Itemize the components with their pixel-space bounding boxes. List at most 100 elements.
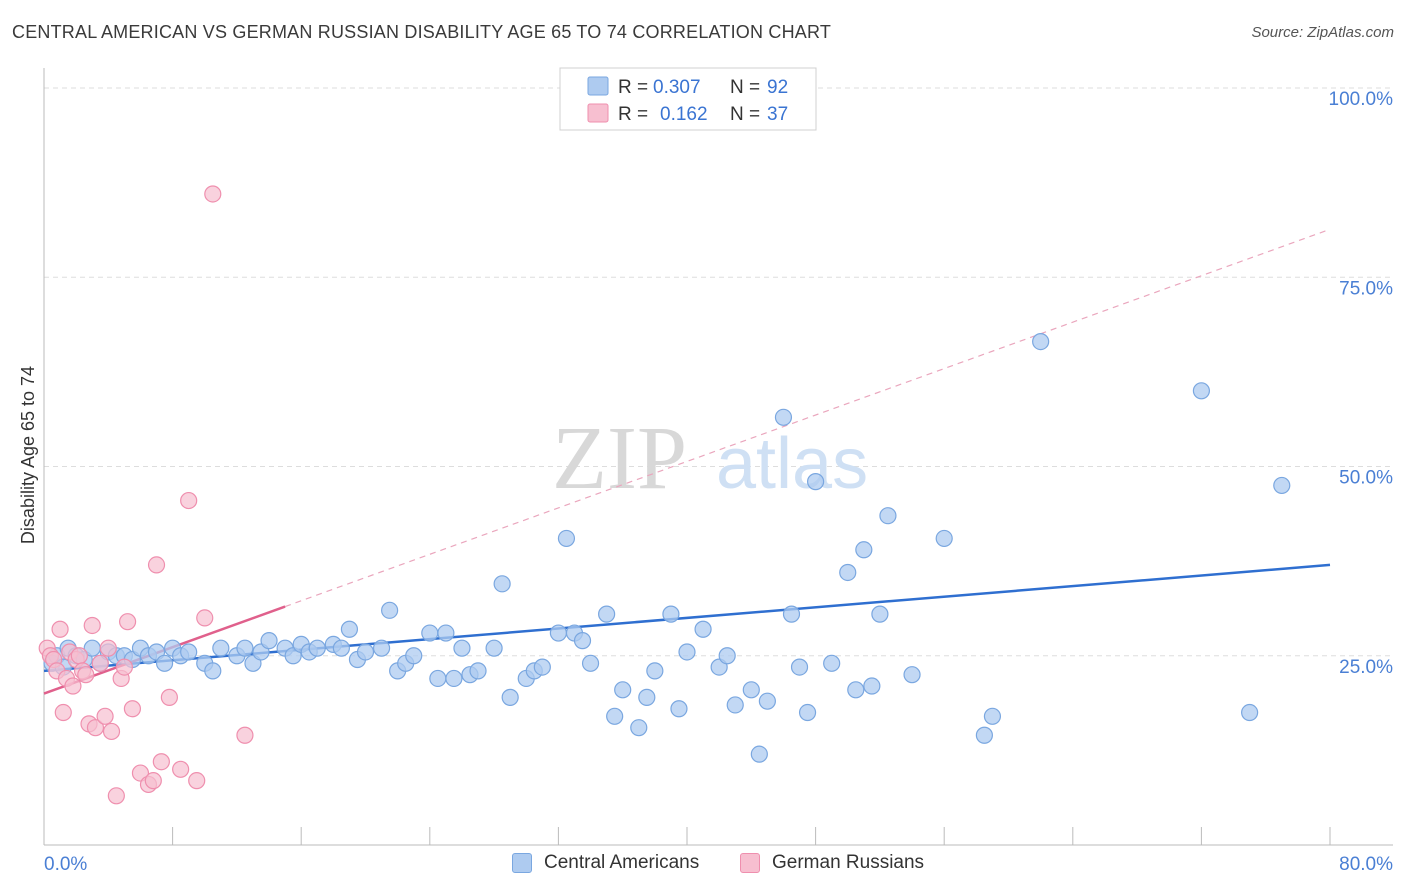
point-central-americans (614, 681, 632, 699)
trend-line-german-russians-extension (284, 228, 1331, 608)
legend-bottom: Central Americans German Russians (0, 852, 1406, 878)
point-central-americans (606, 707, 624, 725)
point-central-americans (1192, 382, 1211, 400)
point-central-americans (356, 643, 375, 661)
point-central-americans (806, 473, 825, 491)
axes (43, 68, 1393, 846)
legend-r-label-1: R = (618, 77, 648, 98)
legend-bottom-item-german-russians: German Russians (740, 852, 924, 874)
legend-bottom-label-central-americans: Central Americans (544, 852, 700, 873)
point-central-americans (750, 745, 768, 763)
point-central-americans (662, 605, 680, 623)
point-central-americans (405, 647, 423, 665)
point-central-americans (485, 639, 503, 657)
point-german-russians (147, 556, 166, 574)
point-central-americans (630, 719, 648, 737)
point-german-russians (77, 666, 95, 684)
point-central-americans (782, 605, 801, 623)
point-central-americans (429, 669, 447, 688)
point-central-americans (758, 692, 776, 710)
point-central-americans (469, 662, 487, 680)
points-layer (38, 185, 1291, 805)
point-german-russians (99, 639, 117, 657)
legend-bottom-item-central-americans: Central Americans (512, 852, 699, 874)
point-central-americans (332, 639, 350, 657)
point-central-americans (726, 696, 744, 714)
point-central-americans (855, 541, 873, 559)
point-central-americans (260, 632, 278, 650)
gridlines (44, 87, 1393, 657)
point-central-americans (372, 639, 391, 657)
point-central-americans (975, 726, 993, 744)
point-german-russians (54, 703, 72, 722)
point-german-russians (96, 707, 114, 725)
legend-bottom-swatch-pink (740, 853, 760, 873)
point-central-americans (798, 703, 817, 722)
point-central-americans (236, 639, 254, 657)
point-german-russians (160, 688, 178, 706)
y-tick-label: 75.0% (1339, 278, 1393, 299)
point-central-americans (646, 662, 664, 680)
point-central-americans (847, 681, 865, 699)
point-central-americans (863, 677, 881, 695)
point-central-americans (549, 624, 568, 642)
point-central-americans (935, 529, 953, 548)
y-axis-label: Disability Age 65 to 74 (18, 366, 38, 544)
point-german-russians (102, 722, 121, 741)
point-german-russians (152, 753, 170, 771)
legend-bottom-swatch-blue (512, 853, 532, 873)
legend-n-label-1: N = (730, 77, 760, 98)
point-central-americans (340, 620, 359, 638)
point-central-americans (871, 605, 889, 623)
point-central-americans (790, 658, 809, 676)
point-central-americans (774, 408, 793, 426)
point-german-russians (188, 772, 206, 790)
point-german-russians (51, 620, 69, 638)
point-central-americans (445, 669, 463, 688)
point-central-americans (212, 639, 230, 657)
point-central-americans (718, 647, 736, 665)
point-german-russians (115, 658, 133, 676)
point-central-americans (694, 620, 712, 638)
point-central-americans (581, 654, 600, 672)
point-german-russians (236, 726, 254, 744)
point-central-americans (381, 601, 399, 619)
point-central-americans (879, 507, 897, 525)
point-central-americans (493, 575, 511, 593)
legend-swatch-blue (587, 76, 609, 96)
point-central-americans (155, 654, 174, 672)
point-german-russians (70, 647, 88, 665)
point-central-americans (453, 639, 471, 657)
point-central-americans (839, 563, 857, 582)
point-central-americans (557, 529, 576, 548)
point-central-americans (903, 666, 921, 684)
point-central-americans (1241, 703, 1259, 722)
point-german-russians (172, 760, 190, 778)
point-central-americans (308, 639, 326, 657)
point-central-americans (204, 662, 222, 680)
point-central-americans (533, 658, 551, 676)
point-central-americans (437, 624, 455, 642)
point-central-americans (670, 700, 688, 718)
point-german-russians (86, 719, 105, 737)
legend-swatch-pink (587, 103, 609, 123)
watermark-atlas: atlas (716, 424, 868, 504)
point-central-americans (638, 688, 656, 706)
legend-r-value-2: 0.162 (660, 104, 708, 125)
y-tick-label: 25.0% (1339, 657, 1393, 678)
point-central-americans (678, 643, 696, 661)
point-german-russians (204, 185, 222, 203)
watermark-zip: ZIP (552, 409, 687, 508)
point-central-americans (598, 605, 616, 623)
point-central-americans (1273, 476, 1291, 495)
point-german-russians (83, 616, 101, 635)
point-central-americans (501, 688, 519, 706)
point-central-americans (573, 632, 592, 650)
legend-r-value-1: 0.307 (653, 77, 701, 98)
point-central-americans (1032, 332, 1050, 351)
source-label: Source: ZipAtlas.com (1251, 24, 1394, 41)
x-min-label: 0.0% (44, 854, 87, 875)
point-german-russians (180, 491, 198, 510)
point-german-russians (91, 654, 109, 672)
